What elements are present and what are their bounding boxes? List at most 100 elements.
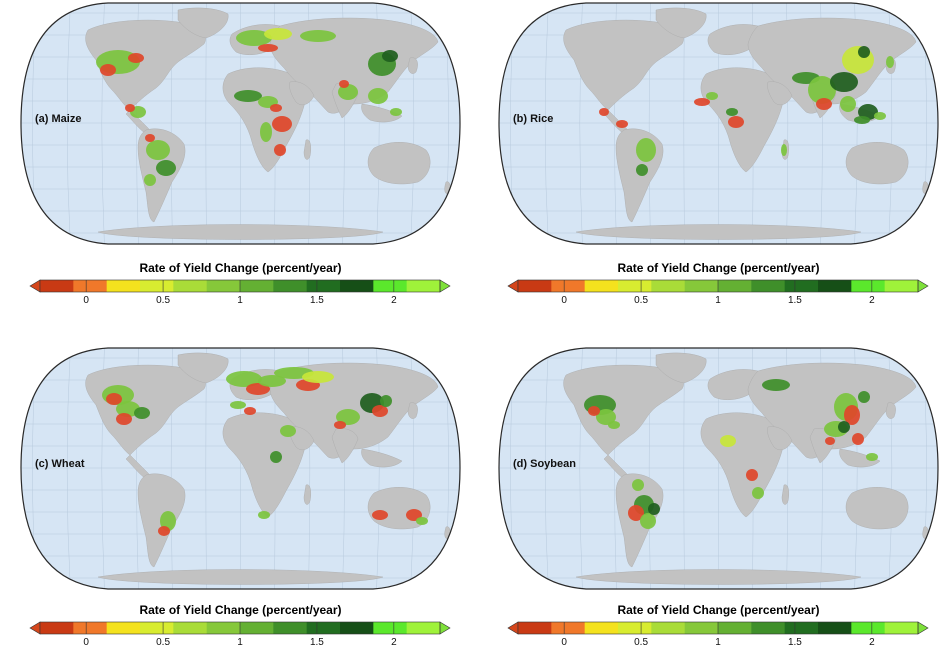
colorbar-segment [551,622,586,634]
colorbar-tick-label: 0.5 [156,295,170,306]
colorbar-segment [518,280,552,292]
colorbar-segment [618,622,652,634]
yield-change-patch [588,406,600,416]
colorbar-tick-label: 0 [561,295,567,306]
yield-change-patch [599,108,609,116]
land-australia [845,487,909,530]
colorbar-tick-label: 1.5 [310,295,324,306]
yield-change-patch [258,511,270,519]
land-greenland [177,352,229,384]
colorbar-segment [884,622,919,634]
yield-change-patch [874,112,886,120]
yield-change-patch [302,371,334,383]
land-greenland [655,7,707,39]
land-seasia [361,103,403,123]
colorbar-segment [173,622,208,634]
yield-change-patch [632,479,644,491]
yield-change-patch [128,53,144,63]
colorbar-tick-label: 2 [391,637,397,648]
yield-change-patch [264,28,292,40]
panel-maize: (a) Maize [18,0,463,248]
yield-change-patch [648,503,660,515]
colorbar-segment [818,622,852,634]
yield-change-patch [816,98,832,110]
legend-rice: Rate of Yield Change (percent/year) 0 0.5… [496,261,941,311]
panel-label-maize: (a) Maize [35,113,82,125]
yield-change-patch [134,407,150,419]
colorbar-segment [40,622,74,634]
yield-change-patch [100,64,116,76]
yield-change-patch [270,104,282,112]
yield-change-patch [272,116,292,132]
panel-label-rice: (b) Rice [513,113,554,125]
colorbar-segment [106,280,141,292]
colorbar-tick-label: 2 [391,295,397,306]
yield-change-patch [596,409,616,425]
legend-title: Rate of Yield Change (percent/year) [139,261,342,275]
yield-change-patch [380,395,392,407]
land-arabia [289,81,315,106]
colorbar-over-arrow [917,621,929,635]
panel-rice: (b) Rice [496,0,941,248]
colorbar-segment [373,280,408,292]
colorbar-segment [818,280,852,292]
colorbar: 0 0.5 1 1.5 2 [29,279,451,306]
yield-change-patch [260,122,272,142]
yield-change-patch [608,421,620,429]
yield-change-patch [258,375,286,387]
yield-change-patch [246,383,270,395]
land-india [331,428,359,464]
colorbar-tick-label: 0 [83,295,89,306]
yield-change-patch [274,144,286,156]
colorbar-segment [306,622,341,634]
yield-change-patch [854,116,870,124]
yield-change-patch [825,437,835,445]
yield-change-patch [230,401,246,409]
colorbar-segment [718,280,752,292]
legend-title: Rate of Yield Change (percent/year) [139,603,342,617]
colorbar-segment [73,622,108,634]
yield-change-patch [146,140,170,160]
colorbar-segment [140,280,174,292]
colorbar-segment [206,622,241,634]
yield-change-patch [852,433,864,445]
panel-label-soybean: (d) Soybean [513,458,576,470]
yield-change-patch [125,104,135,112]
colorbar-over-arrow [439,621,451,635]
colorbar-over-arrow [917,279,929,293]
world-map-soybean [498,347,939,590]
yield-change-patch [762,379,790,391]
legend-maize: Rate of Yield Change (percent/year) 0 0.5… [18,261,463,311]
yield-change-patch [372,405,388,417]
yield-change-patch [390,108,402,116]
land-antarctica [575,569,862,585]
yield-change-patch [106,393,122,405]
yield-change-patch [158,526,170,536]
colorbar-segment [784,622,819,634]
colorbar-over-arrow [439,279,451,293]
yield-change-patch [858,46,870,58]
yield-change-patch [145,134,155,142]
colorbar-segment [273,622,308,634]
colorbar-segment [406,280,441,292]
colorbar-segment [651,280,686,292]
yield-change-patch [886,56,894,68]
yield-change-patch [616,120,628,128]
land-seasia [361,448,403,468]
meridian-line [66,348,71,589]
yield-change-patch [726,108,738,116]
map-frame [498,347,939,590]
yield-change-patch [234,90,262,102]
colorbar-segment [784,280,819,292]
colorbar-tick-label: 1 [715,295,721,306]
colorbar-tick-label: 0 [561,637,567,648]
meridian-line [544,348,549,589]
colorbar-segment [751,280,786,292]
land-asia [269,17,439,114]
colorbar-under-arrow [507,279,519,293]
map-frame [498,2,939,245]
colorbar-segment [851,622,886,634]
yield-change-patch [406,509,422,521]
legend-title: Rate of Yield Change (percent/year) [617,603,820,617]
colorbar-segment [73,280,108,292]
